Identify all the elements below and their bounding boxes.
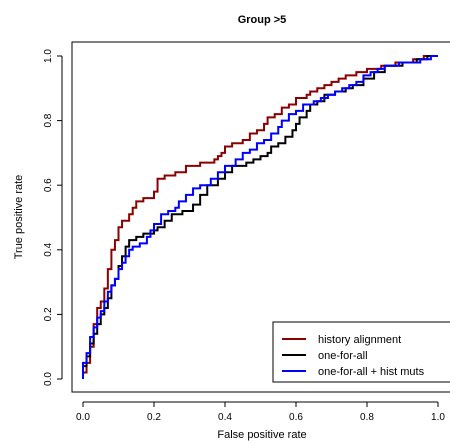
y-tick-label: 0.0	[43, 372, 54, 386]
chart-title: Group >5	[238, 14, 287, 26]
y-tick-label: 1.0	[43, 49, 54, 63]
legend-label: one-for-all	[318, 350, 368, 362]
x-tick-label: 0.6	[289, 412, 303, 423]
x-tick-label: 1.0	[431, 412, 445, 423]
x-tick-label: 0.0	[76, 412, 90, 423]
y-tick-label: 0.6	[43, 178, 54, 192]
x-tick-label: 0.4	[218, 412, 232, 423]
series-line-1	[82, 55, 438, 379]
y-axis-label: True positive rate	[13, 175, 25, 260]
y-tick-label: 0.2	[43, 307, 54, 321]
y-tick-label: 0.4	[43, 242, 54, 256]
x-tick-label: 0.2	[147, 412, 161, 423]
series-line-3	[82, 55, 438, 379]
x-axis: 0.0 0.2 0.4 0.6 0.8 1.0	[76, 401, 445, 423]
legend-label: one-for-all + hist muts	[318, 366, 425, 378]
x-tick-label: 0.8	[360, 412, 374, 423]
legend: history alignment one-for-all one-for-all …	[272, 321, 450, 383]
y-axis: 0.0 0.2 0.4 0.6 0.8 1.0	[43, 49, 63, 386]
legend-label: history alignment	[318, 334, 401, 346]
y-tick-label: 0.8	[43, 113, 54, 127]
series-layer	[82, 55, 438, 379]
x-axis-label: False positive rate	[217, 429, 306, 441]
plot-frame	[71, 41, 450, 393]
